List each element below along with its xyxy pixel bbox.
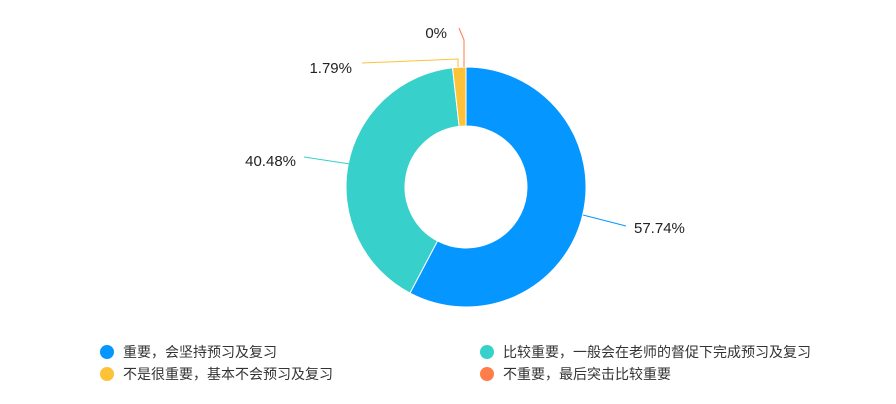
- slice-not-very-important[interactable]: [451, 66, 467, 127]
- leader-line-fairly-important: [303, 156, 351, 165]
- legend-label: 不重要，最后突击比较重要: [503, 367, 671, 383]
- legend-item-fairly-important[interactable]: 比较重要，一般会在老师的督促下完成预习及复习: [480, 343, 860, 361]
- slice-important[interactable]: [409, 66, 587, 308]
- legend-label: 重要，会坚持预习及复习: [123, 345, 277, 361]
- data-label-important: 57.74%: [634, 220, 685, 237]
- data-label-not-very-important: 1.79%: [309, 60, 352, 77]
- legend-swatch: [100, 345, 114, 359]
- legend-item-not-very-important[interactable]: 不是很重要，基本不会预习及复习: [100, 365, 480, 383]
- legend-label: 不是很重要，基本不会预习及复习: [123, 367, 333, 383]
- legend-swatch: [480, 367, 494, 381]
- leader-line-not-important: [458, 27, 465, 67]
- data-label-fairly-important: 40.48%: [245, 153, 296, 170]
- legend: 重要，会坚持预习及复习 比较重要，一般会在老师的督促下完成预习及复习 不是很重要…: [100, 343, 860, 383]
- legend-swatch: [100, 367, 114, 381]
- data-label-not-important: 0%: [425, 25, 447, 42]
- slice-fairly-important[interactable]: [345, 67, 460, 294]
- donut-chart: 57.74% 40.48% 1.79% 0%: [245, 25, 685, 308]
- legend-label: 比较重要，一般会在老师的督促下完成预习及复习: [503, 345, 811, 361]
- legend-swatch: [480, 345, 494, 359]
- legend-item-important[interactable]: 重要，会坚持预习及复习: [100, 343, 480, 361]
- leader-line-not-very-important: [361, 58, 459, 67]
- legend-item-not-important[interactable]: 不重要，最后突击比较重要: [480, 365, 860, 383]
- leader-line-important: [582, 214, 627, 227]
